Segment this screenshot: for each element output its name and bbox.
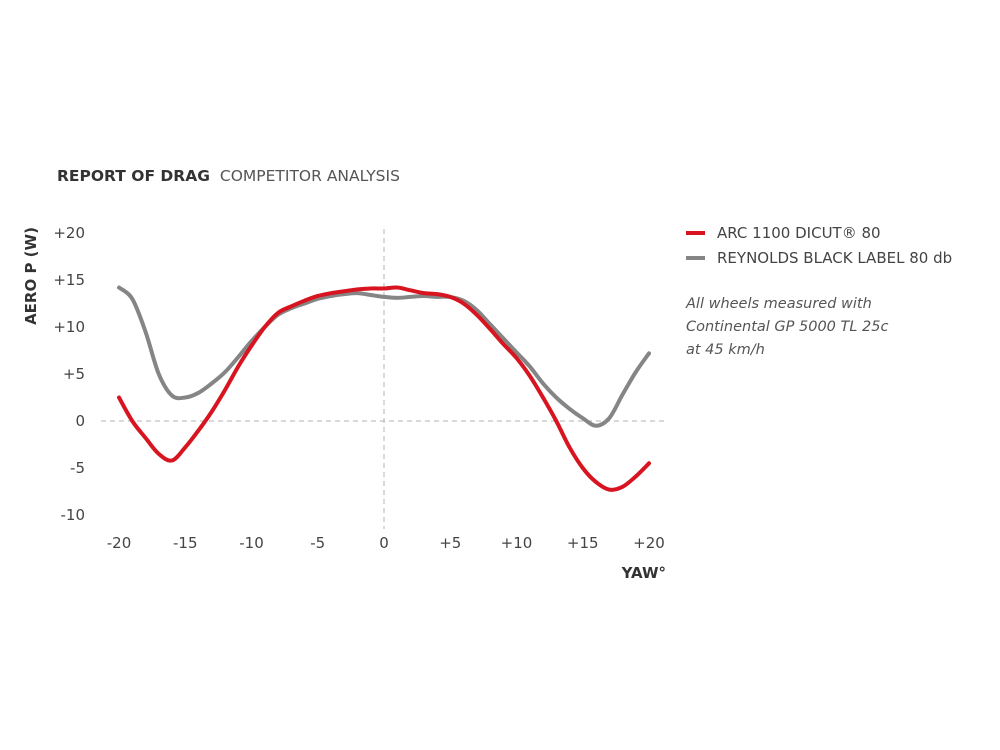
x-tick-label: -5 [310, 534, 325, 552]
chart-title-regular: COMPETITOR ANALYSIS [220, 167, 400, 185]
x-axis-ticks: -20 -15 -10 -5 0 +5 +10 +15 +20 [107, 534, 665, 552]
note-line-3: at 45 km/h [686, 342, 765, 358]
legend-label-reynolds: REYNOLDS BLACK LABEL 80 db [717, 249, 952, 267]
x-tick-label: 0 [379, 534, 389, 552]
x-tick-label: +20 [633, 534, 665, 552]
series-lines [117, 285, 651, 492]
y-tick-label: +5 [63, 365, 85, 383]
series-line-reynolds [117, 285, 651, 428]
x-tick-label: +10 [501, 534, 533, 552]
y-tick-label: +20 [53, 224, 85, 242]
x-tick-label: +15 [567, 534, 599, 552]
note-line-1: All wheels measured with [685, 296, 872, 312]
x-tick-label: -10 [239, 534, 264, 552]
legend: ARC 1100 DICUT® 80 REYNOLDS BLACK LABEL … [686, 224, 952, 267]
y-tick-label: -10 [61, 506, 86, 524]
y-tick-label: +10 [53, 318, 85, 336]
chart-title: REPORT OF DRAG COMPETITOR ANALYSIS [57, 167, 400, 185]
note-line-2: Continental GP 5000 TL 25c [686, 319, 889, 335]
x-tick-label: +5 [439, 534, 461, 552]
y-tick-label: -5 [70, 459, 85, 477]
y-tick-label: 0 [75, 412, 85, 430]
y-tick-label: +15 [53, 271, 85, 289]
measurement-note: All wheels measured with Continental GP … [685, 296, 889, 358]
x-tick-label: -15 [173, 534, 198, 552]
legend-label-arc: ARC 1100 DICUT® 80 [717, 224, 881, 242]
series-line-arc [117, 285, 651, 492]
chart-title-bold: REPORT OF DRAG [57, 167, 210, 185]
y-axis-label: AERO P (W) [22, 227, 40, 325]
y-axis-ticks: +20 +15 +10 +5 0 -5 -10 [53, 224, 85, 524]
x-tick-label: -20 [107, 534, 132, 552]
x-axis-label: YAW° [621, 564, 666, 582]
